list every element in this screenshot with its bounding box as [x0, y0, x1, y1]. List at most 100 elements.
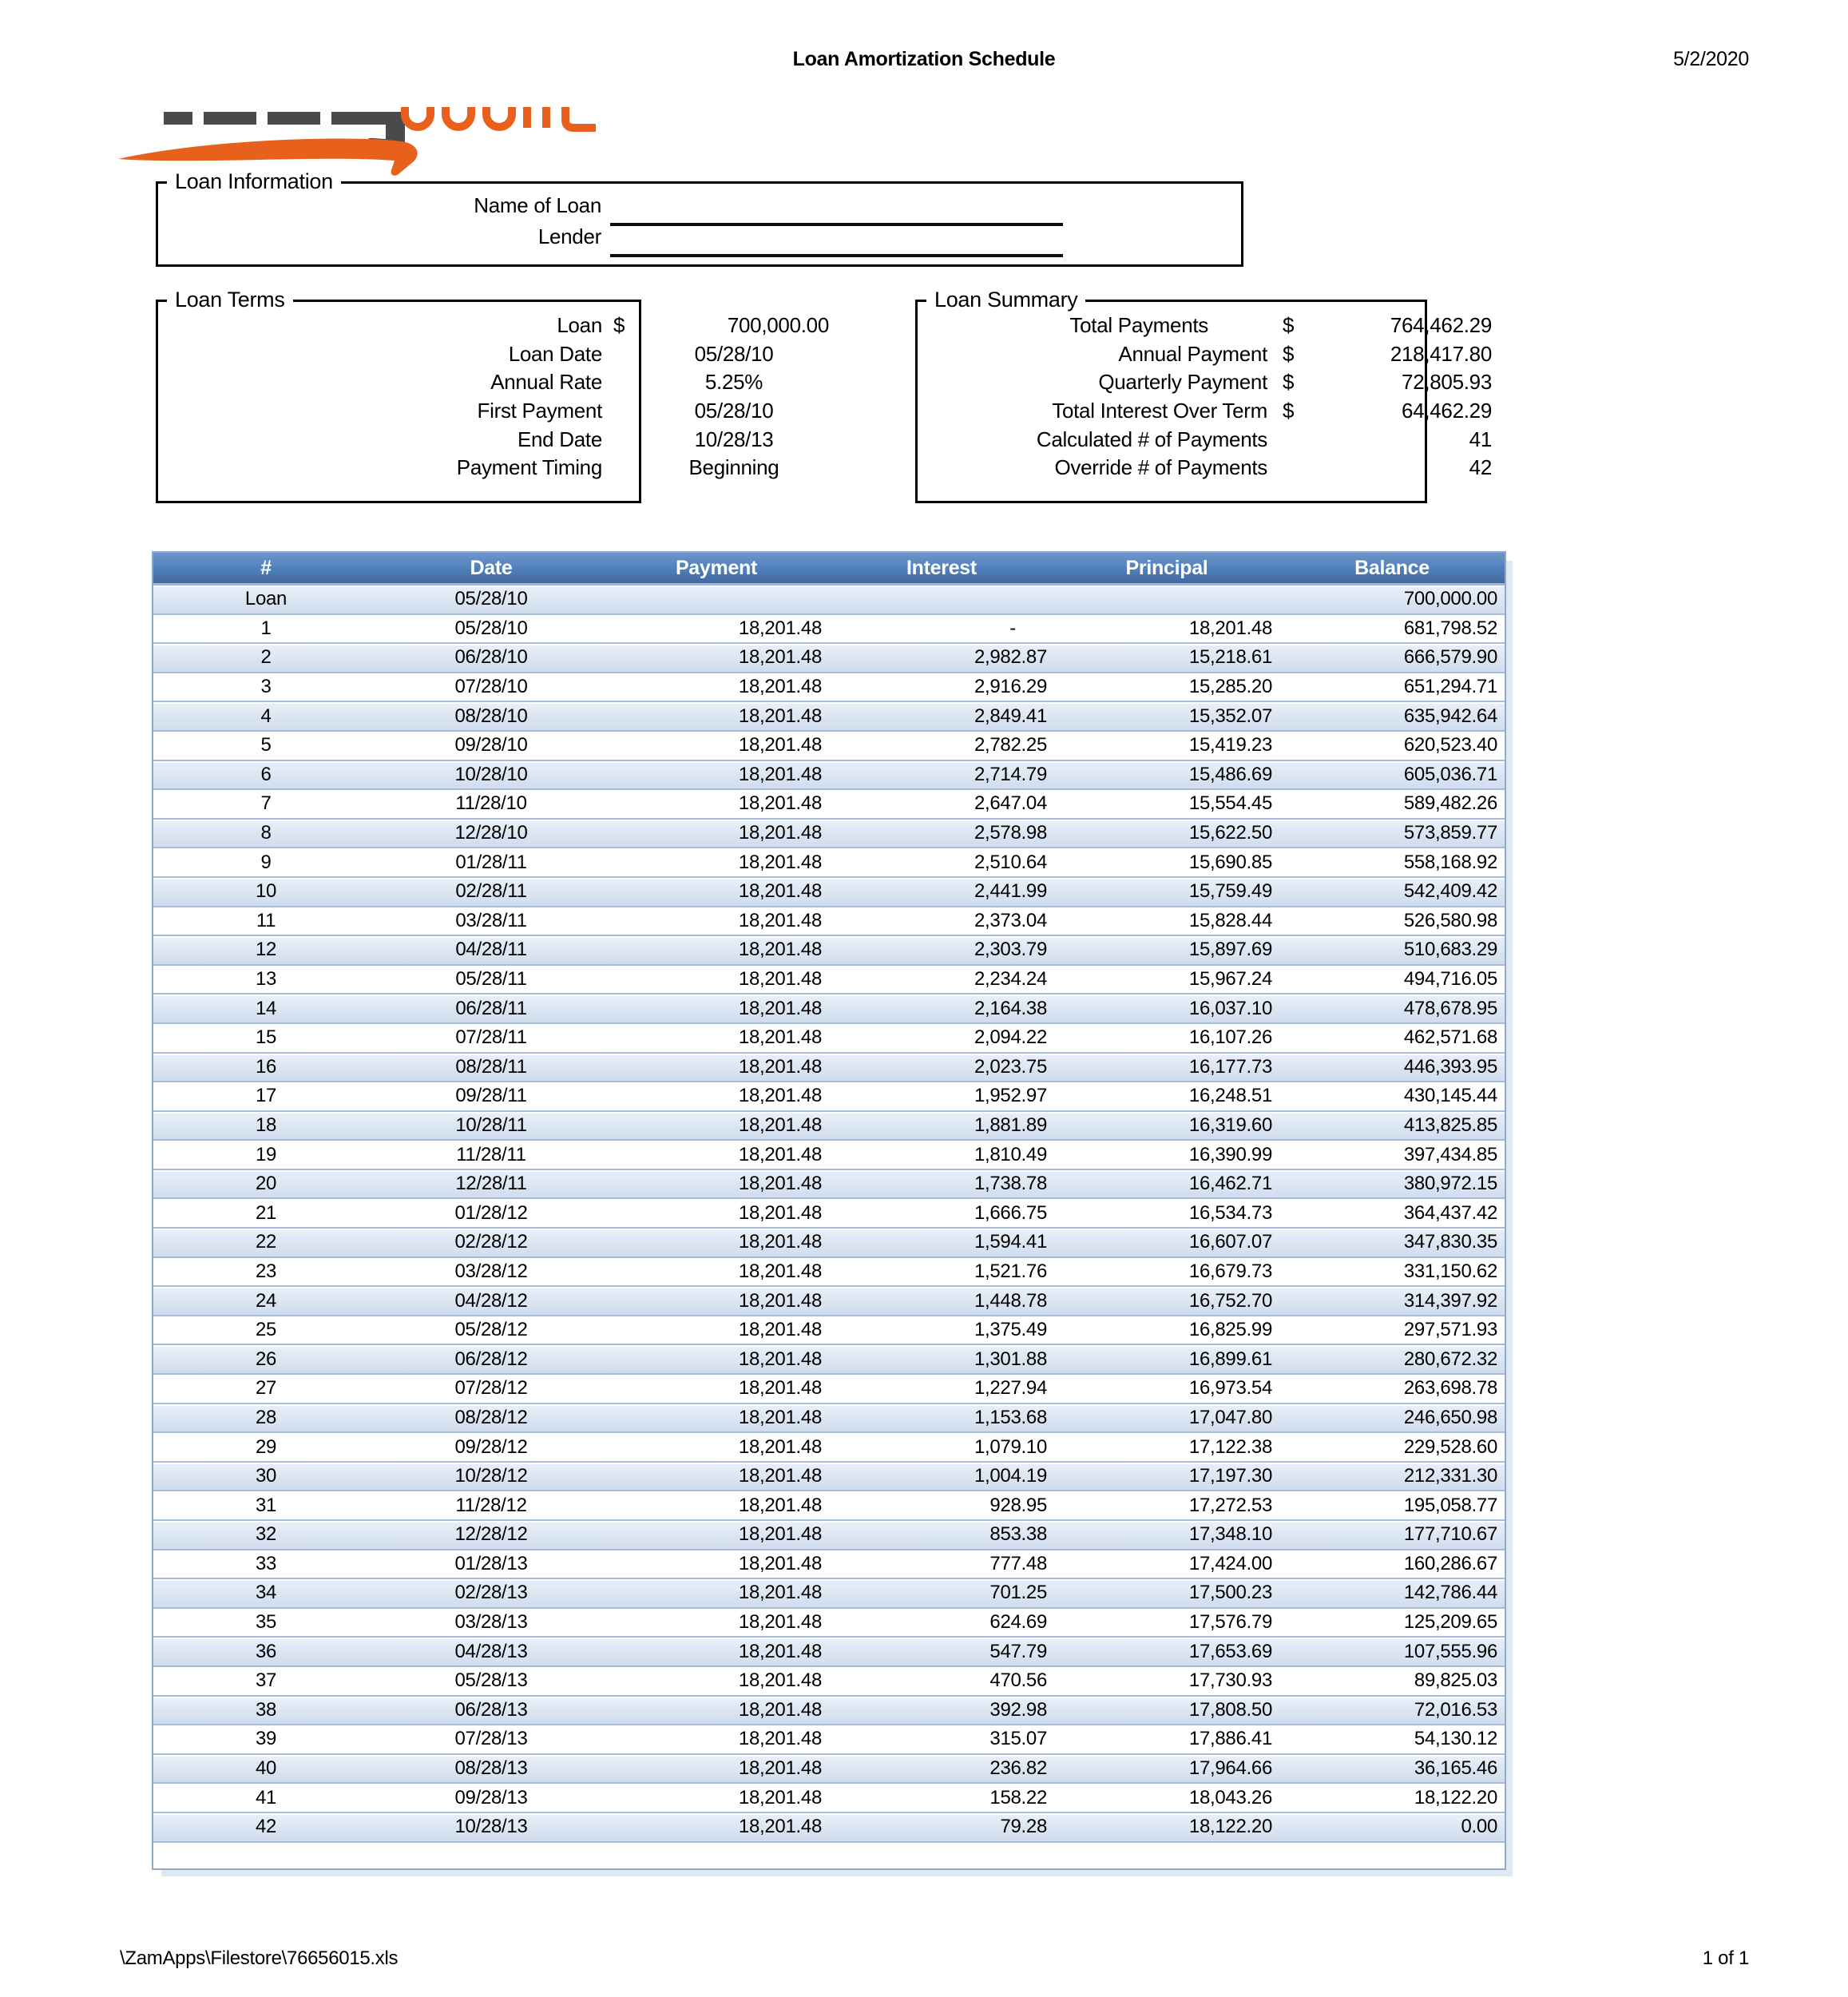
- cell-principal: 17,122.38: [1188, 1435, 1272, 1458]
- cell-number: 33: [255, 1552, 277, 1574]
- table-row: 10 02/28/11 18,201.48 2,441.99 15,759.49 542,…: [153, 877, 1505, 907]
- cell-balance: 280,672.32: [1403, 1348, 1497, 1370]
- table-row: 19 11/28/11 18,201.48 1,810.49 16,390.99 397,…: [153, 1141, 1505, 1170]
- cell-number: 40: [255, 1757, 277, 1780]
- cell-date: 03/28/11: [455, 909, 527, 931]
- cell-interest: 1,079.10: [974, 1435, 1047, 1458]
- cell-number: 23: [255, 1260, 277, 1282]
- cell-principal: 17,047.80: [1188, 1406, 1272, 1428]
- cell-date: 09/28/10: [454, 734, 528, 756]
- cell-date: 02/28/12: [454, 1231, 528, 1253]
- cell-principal: 15,218.61: [1188, 646, 1272, 669]
- cell-payment: 18,201.48: [738, 1465, 822, 1487]
- cell-payment: 18,201.48: [738, 1786, 822, 1808]
- print-date: 5/2/2020: [1673, 48, 1749, 70]
- cell-date: 11/28/10: [455, 792, 527, 815]
- table-row: 31 11/28/12 18,201.48 928.95 17,272.53 195,05…: [153, 1491, 1505, 1521]
- cell-principal: 15,967.24: [1188, 968, 1272, 991]
- cell-date: 12/28/12: [454, 1523, 528, 1546]
- field-label: Calculated # of Payments: [1036, 427, 1267, 451]
- table-row: 25 05/28/12 18,201.48 1,375.49 16,825.99 297,…: [153, 1316, 1505, 1346]
- cell-payment: 18,201.48: [738, 1055, 822, 1078]
- cell-date: 04/28/12: [454, 1289, 528, 1312]
- cell-principal: 16,177.73: [1188, 1055, 1272, 1078]
- cell-number: 35: [255, 1611, 277, 1634]
- cell-interest: 2,647.04: [974, 792, 1047, 815]
- cell-date: 08/28/13: [454, 1757, 528, 1780]
- cell-principal: 16,037.10: [1188, 997, 1272, 1019]
- field-value: 72,805.93: [1402, 370, 1492, 395]
- lender-input-line[interactable]: [610, 254, 1063, 257]
- cell-interest: 1,153.68: [974, 1406, 1047, 1428]
- cell-principal: 17,348.10: [1188, 1523, 1272, 1546]
- table-row: 29 09/28/12 18,201.48 1,079.10 17,122.38 229,…: [153, 1433, 1505, 1463]
- cell-date: 08/28/11: [455, 1055, 527, 1078]
- cell-principal: 16,899.61: [1188, 1348, 1272, 1370]
- cell-payment: 18,201.48: [738, 1494, 822, 1516]
- cell-number: 20: [255, 1173, 277, 1195]
- cell-payment: 18,201.48: [738, 676, 822, 698]
- cell-balance: 263,698.78: [1403, 1377, 1497, 1399]
- cell-principal: 18,122.20: [1188, 1816, 1272, 1838]
- loan-terms-row: End Date 10/28/13: [156, 425, 835, 454]
- cell-principal: 15,759.49: [1188, 880, 1272, 903]
- cell-balance: 446,393.95: [1403, 1055, 1497, 1078]
- cell-interest: 928.95: [989, 1494, 1047, 1516]
- cell-interest: 1,952.97: [974, 1085, 1047, 1107]
- cell-interest: 547.79: [989, 1640, 1047, 1662]
- cell-interest: 2,982.87: [974, 646, 1047, 669]
- cell-number: 4: [260, 705, 272, 727]
- cell-balance: 605,036.71: [1403, 763, 1497, 785]
- loan-summary-row: Calculated # of Payments 41: [915, 425, 1492, 454]
- cell-date: 11/28/11: [456, 1143, 526, 1165]
- cell-interest: 2,578.98: [974, 822, 1047, 844]
- cell-number: 41: [255, 1786, 277, 1808]
- cell-interest: 2,164.38: [974, 997, 1047, 1019]
- table-empty-row: [153, 1842, 1505, 1868]
- cell-number: 17: [255, 1085, 277, 1107]
- table-row: 40 08/28/13 18,201.48 236.82 17,964.66 36,165…: [153, 1754, 1505, 1785]
- cell-number: 28: [255, 1406, 277, 1428]
- cell-date: 04/28/11: [455, 939, 527, 961]
- amortization-table: # Date Payment Interest Principal Balanc…: [152, 551, 1506, 1870]
- cell-balance: 0.00: [1461, 1816, 1497, 1838]
- cell-date: 08/28/10: [454, 705, 528, 727]
- cell-date: 10/28/11: [455, 1114, 527, 1136]
- cell-number: 31: [255, 1494, 277, 1516]
- group-box-border: [915, 300, 1427, 503]
- column-header-balance: Balance: [1354, 556, 1430, 579]
- cell-payment: 18,201.48: [738, 1085, 822, 1107]
- cell-number: 21: [255, 1201, 277, 1224]
- field-value: Beginning: [688, 455, 779, 480]
- cell-payment: 18,201.48: [738, 1289, 822, 1312]
- table-row: 28 08/28/12 18,201.48 1,153.68 17,047.80 246,…: [153, 1403, 1505, 1434]
- cell-interest: 1,227.94: [974, 1377, 1047, 1399]
- table-row: 37 05/28/13 18,201.48 470.56 17,730.93 89,825…: [153, 1666, 1505, 1697]
- cell-number: 10: [255, 880, 277, 903]
- logo-swoosh-icon: [118, 138, 418, 176]
- cell-payment: 18,201.48: [738, 705, 822, 727]
- loan-summary-row: Total Payments $ 764,462.29: [915, 312, 1492, 340]
- cell-number: 30: [255, 1465, 277, 1487]
- cell-principal: 16,390.99: [1188, 1143, 1272, 1165]
- cell-interest: 2,373.04: [974, 909, 1047, 931]
- cell-balance: 212,331.30: [1403, 1465, 1497, 1487]
- cell-payment: 18,201.48: [738, 1260, 822, 1282]
- name-of-loan-input-line[interactable]: [610, 223, 1063, 226]
- table-row: 32 12/28/12 18,201.48 853.38 17,348.10 177,71…: [153, 1521, 1505, 1550]
- cell-interest: 2,303.79: [974, 939, 1047, 961]
- cell-balance: 620,523.40: [1403, 734, 1497, 756]
- cell-number: 5: [260, 734, 272, 756]
- cell-payment: 18,201.48: [738, 1231, 822, 1253]
- cell-interest: 1,594.41: [974, 1231, 1047, 1253]
- table-row: 42 10/28/13 18,201.48 79.28 18,122.20 0.00: [153, 1812, 1505, 1843]
- field-label: Override # of Payments: [1054, 455, 1267, 480]
- cell-payment: 18,201.48: [738, 1698, 822, 1721]
- cell-number: 32: [255, 1523, 277, 1546]
- field-value: 05/28/10: [694, 399, 774, 423]
- table-row: 15 07/28/11 18,201.48 2,094.22 16,107.26 462,…: [153, 1023, 1505, 1054]
- cell-principal: 15,554.45: [1188, 792, 1272, 815]
- cell-date: 01/28/12: [454, 1201, 528, 1224]
- cell-date: 05/28/13: [454, 1669, 528, 1692]
